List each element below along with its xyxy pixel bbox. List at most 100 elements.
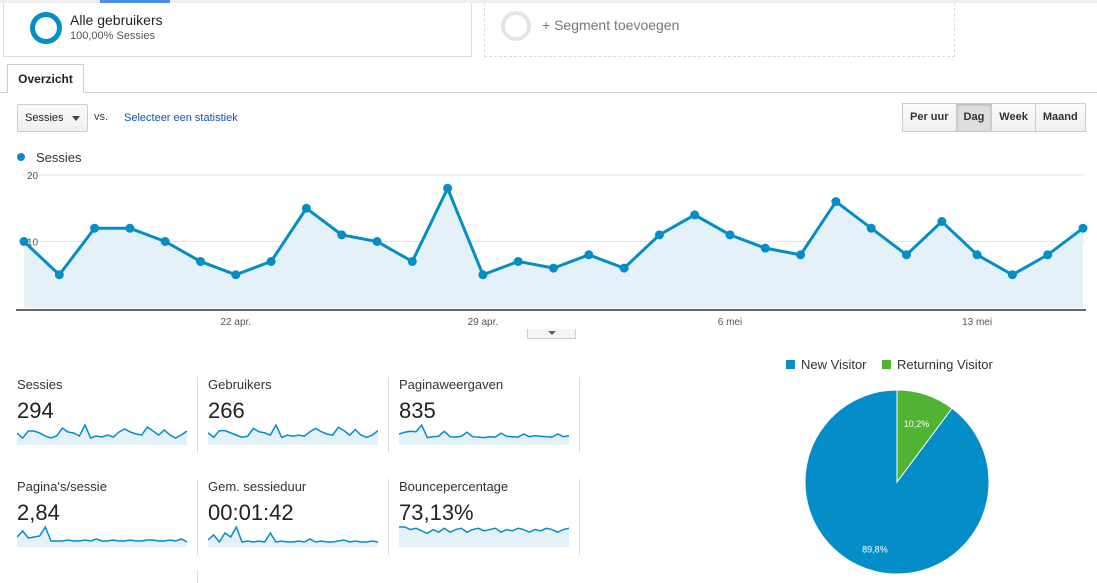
legend-dot-icon bbox=[17, 153, 25, 161]
metric-value: 73,13% bbox=[399, 500, 474, 525]
data-point bbox=[1007, 270, 1017, 280]
data-point bbox=[125, 223, 135, 233]
data-point bbox=[972, 250, 982, 260]
data-point bbox=[584, 250, 594, 260]
metric-value: 294 bbox=[17, 398, 54, 423]
sparkline-line bbox=[399, 526, 569, 535]
legend-new-visitor[interactable]: New Visitor bbox=[801, 357, 867, 372]
metric-users[interactable]: Gebruikers 266 bbox=[208, 377, 378, 455]
metric-label: Bouncepercentage bbox=[399, 479, 509, 494]
data-point bbox=[443, 183, 453, 193]
data-point bbox=[619, 263, 629, 273]
data-point bbox=[231, 270, 241, 280]
sparkline-area bbox=[399, 527, 569, 547]
metric-sparkline bbox=[399, 423, 569, 445]
sparkline-line bbox=[17, 423, 187, 440]
data-point bbox=[866, 223, 876, 233]
data-point bbox=[831, 197, 841, 207]
data-point bbox=[902, 250, 911, 260]
data-point bbox=[372, 237, 382, 246]
top-bar bbox=[0, 0, 1097, 3]
metric-label: Pagina's/sessie bbox=[17, 479, 107, 494]
metric-sparkline bbox=[208, 423, 378, 445]
metric-value: 835 bbox=[399, 398, 436, 423]
data-point bbox=[301, 203, 311, 213]
data-point bbox=[549, 263, 558, 273]
metric-value: 266 bbox=[208, 398, 245, 423]
x-tick-label: 29 apr. bbox=[468, 317, 499, 328]
metric-avg-session-duration[interactable]: Gem. sessieduur 00:01:42 bbox=[208, 479, 378, 557]
metric-divider bbox=[579, 479, 580, 555]
metric-divider bbox=[388, 377, 389, 453]
data-point bbox=[90, 223, 100, 233]
sparkline-line bbox=[208, 423, 378, 439]
data-point bbox=[1043, 250, 1053, 260]
metric-divider bbox=[197, 377, 198, 453]
segment-title: Alle gebruikers bbox=[70, 12, 163, 28]
data-point bbox=[196, 256, 205, 266]
data-point bbox=[654, 230, 664, 240]
data-point bbox=[513, 256, 523, 266]
empty-segment-ring-icon bbox=[501, 11, 531, 41]
visitor-pie-chart: 89,8% 10,2% bbox=[804, 389, 990, 575]
granularity-hour-button[interactable]: Per uur bbox=[902, 103, 957, 132]
legend-returning-visitor[interactable]: Returning Visitor bbox=[897, 357, 993, 372]
metric-sparkline bbox=[17, 423, 187, 445]
data-point bbox=[407, 256, 417, 266]
metric-sparkline bbox=[17, 525, 187, 547]
data-point bbox=[937, 217, 947, 227]
metric-divider bbox=[197, 479, 198, 555]
segment-all-users[interactable]: Alle gebruikers 100,00% Sessies bbox=[3, 3, 472, 57]
series-area bbox=[24, 188, 1083, 308]
sparkline-area bbox=[399, 425, 569, 445]
tab-divider bbox=[0, 92, 1097, 93]
data-point bbox=[796, 250, 806, 260]
pie-label: 89,8% bbox=[862, 544, 888, 554]
granularity-day-button[interactable]: Dag bbox=[955, 103, 993, 132]
select-statistic-link[interactable]: Selecteer een statistiek bbox=[124, 112, 238, 124]
metric-pages-per-session[interactable]: Pagina's/sessie 2,84 bbox=[17, 479, 187, 557]
sessions-chart: 10 20 22 apr. 29 apr. 6 mei 13 mei bbox=[16, 171, 1088, 328]
metric-divider bbox=[197, 570, 198, 583]
tab-overview[interactable]: Overzicht bbox=[7, 64, 84, 93]
metric-select-value: Sessies bbox=[25, 112, 64, 124]
granularity-buttons: Per uur Dag Week Maand bbox=[902, 103, 1086, 132]
metric-label: Gem. sessieduur bbox=[208, 479, 307, 494]
sparkline-area bbox=[17, 527, 187, 547]
data-point bbox=[478, 270, 488, 280]
data-point bbox=[690, 210, 700, 220]
top-bar-accent bbox=[100, 0, 170, 3]
chart-collapse-handle[interactable] bbox=[527, 329, 576, 339]
sparkline-line bbox=[399, 423, 569, 439]
metric-bounce-rate[interactable]: Bouncepercentage 73,13% bbox=[399, 479, 569, 557]
metric-divider bbox=[579, 377, 580, 453]
x-tick-label: 6 mei bbox=[718, 317, 742, 328]
granularity-week-button[interactable]: Week bbox=[991, 103, 1036, 132]
data-point bbox=[760, 243, 770, 253]
sparkline-area bbox=[208, 527, 378, 547]
sparkline-line bbox=[17, 525, 187, 543]
chart-legend-label: Sessies bbox=[36, 150, 82, 165]
segment-ring-icon bbox=[30, 12, 62, 44]
sparkline-line bbox=[208, 525, 378, 544]
x-tick-label: 13 mei bbox=[962, 317, 992, 328]
vs-label: vs. bbox=[94, 111, 109, 123]
add-segment-button[interactable]: + Segment toevoegen bbox=[484, 3, 955, 57]
metric-select[interactable]: Sessies bbox=[17, 104, 88, 132]
data-point bbox=[1078, 223, 1088, 233]
metric-label: Sessies bbox=[17, 377, 63, 392]
granularity-month-button[interactable]: Maand bbox=[1034, 103, 1086, 132]
metric-sessions[interactable]: Sessies 294 bbox=[17, 377, 187, 455]
metric-pageviews[interactable]: Paginaweergaven 835 bbox=[399, 377, 569, 455]
pie-label: 10,2% bbox=[904, 419, 930, 429]
metric-sparkline bbox=[208, 525, 378, 547]
sparkline-area bbox=[208, 425, 378, 445]
data-point bbox=[337, 230, 347, 240]
metric-sparkline bbox=[399, 526, 569, 547]
data-point bbox=[266, 256, 276, 266]
metric-value: 00:01:42 bbox=[208, 500, 294, 525]
sparkline-area bbox=[17, 425, 187, 445]
data-point bbox=[160, 237, 170, 246]
pie-slice bbox=[896, 389, 953, 484]
data-point bbox=[19, 237, 29, 246]
